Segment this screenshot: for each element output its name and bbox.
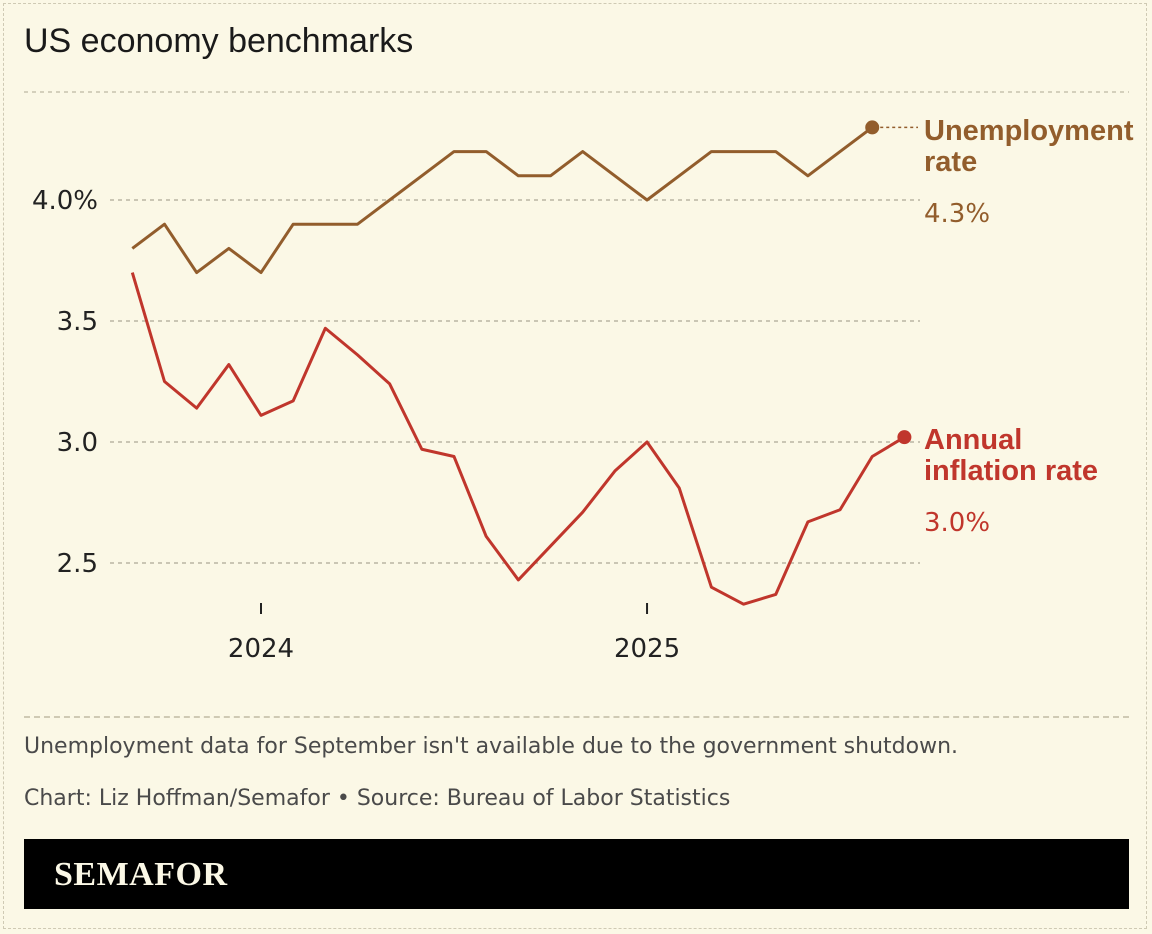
series-end-value: 4.3% xyxy=(924,199,990,229)
series-line-inflation xyxy=(130,272,906,606)
chart-frame xyxy=(3,3,1147,929)
series-label: Unemployment xyxy=(924,115,1134,147)
brand-bar: SEMAFOR xyxy=(24,839,1129,909)
series-label: rate xyxy=(924,146,977,178)
x-tick-label: 2024 xyxy=(228,634,294,664)
y-tick-label: 3.0 xyxy=(57,428,98,458)
end-marker xyxy=(865,120,880,135)
x-tick-label: 2025 xyxy=(614,634,680,664)
chart-title: US economy benchmarks xyxy=(24,22,414,60)
series-label: Annual xyxy=(924,424,1022,456)
series-line-unemployment xyxy=(131,126,874,275)
end-marker xyxy=(897,430,912,445)
y-tick-label: 2.5 xyxy=(57,549,98,579)
divider xyxy=(24,716,1129,718)
y-tick-label: 3.5 xyxy=(57,307,98,337)
semafor-logo: SEMAFOR xyxy=(54,856,228,893)
y-tick-label: 4.0% xyxy=(32,186,98,216)
series-label: inflation rate xyxy=(924,455,1098,487)
series-end-value: 3.0% xyxy=(924,508,990,538)
chart-note: Unemployment data for September isn't av… xyxy=(24,734,959,759)
chart-credit: Chart: Liz Hoffman/Semafor • Source: Bur… xyxy=(24,786,731,811)
